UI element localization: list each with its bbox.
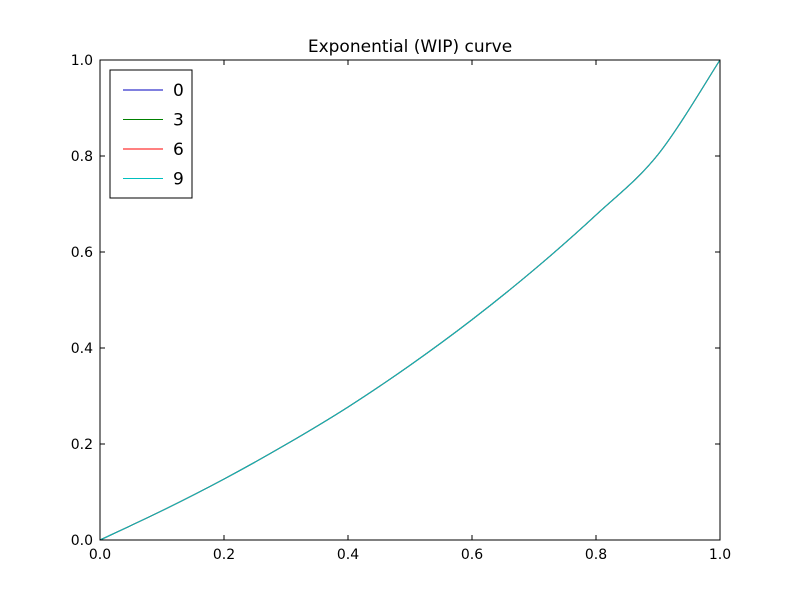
y-tick-label: 0.0 bbox=[71, 533, 93, 549]
chart-title: Exponential (WIP) curve bbox=[308, 37, 512, 57]
legend-label-6: 6 bbox=[173, 140, 184, 160]
x-tick-label: 0.8 bbox=[585, 547, 607, 563]
series-line-6 bbox=[99, 59, 721, 541]
x-tick-label: 0.0 bbox=[89, 547, 111, 563]
legend-label-9: 9 bbox=[173, 170, 184, 190]
plot-area-frame bbox=[99, 59, 721, 541]
x-tick-label: 0.2 bbox=[213, 547, 235, 563]
y-tick-label: 0.4 bbox=[71, 341, 93, 357]
series-lines bbox=[99, 59, 721, 541]
legend: 0 3 6 9 bbox=[109, 69, 193, 199]
y-tick-label: 0.2 bbox=[71, 437, 93, 453]
axis-ticks: 0.0 0.2 0.4 0.6 0.8 1.0 0.0 0.2 0.4 0.6 0.8 1.0 bbox=[71, 53, 731, 563]
x-tick-label: 0.4 bbox=[337, 547, 359, 563]
y-tick-label: 1.0 bbox=[71, 53, 93, 69]
series-line-0 bbox=[99, 59, 721, 541]
y-tick-label: 0.8 bbox=[71, 149, 93, 165]
series-line-9 bbox=[99, 59, 721, 541]
x-tick-label: 0.6 bbox=[461, 547, 483, 563]
x-tick-label: 1.0 bbox=[709, 547, 731, 563]
y-tick-label: 0.6 bbox=[71, 245, 93, 261]
legend-label-3: 3 bbox=[173, 111, 184, 131]
legend-frame bbox=[109, 69, 193, 199]
legend-label-0: 0 bbox=[173, 81, 184, 101]
series-line-3 bbox=[99, 59, 721, 541]
